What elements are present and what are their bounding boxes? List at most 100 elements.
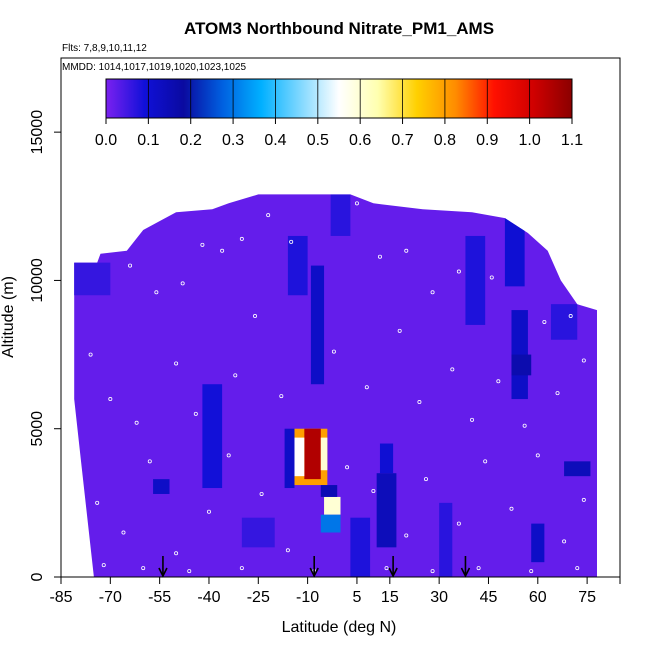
- sample-point: [180, 281, 185, 286]
- colorbar-tick-label: 0.0: [95, 132, 117, 149]
- sample-point: [377, 254, 382, 259]
- sample-point: [371, 488, 376, 493]
- arrow-marker: [460, 556, 471, 578]
- sample-point: [384, 566, 389, 571]
- x-tick-label: -25: [247, 589, 270, 606]
- y-axis: 0 5000 10000 15000: [29, 110, 61, 581]
- sample-point: [354, 201, 359, 206]
- sample-point: [542, 319, 547, 324]
- sample-point: [108, 397, 113, 402]
- x-axis-label: Latitude (deg N): [282, 619, 397, 636]
- sample-point: [101, 563, 106, 568]
- sample-point: [404, 248, 409, 253]
- arrow-head: [158, 567, 168, 578]
- sample-point: [519, 219, 524, 224]
- colorbar-tick-labels: 0.0 0.1 0.2 0.3 0.4 0.5 0.6 0.7 0.8 0.9 1.0 1.1: [95, 132, 583, 149]
- sample-point: [331, 349, 336, 354]
- sample-point: [581, 497, 586, 502]
- y-tick-label: 15000: [29, 110, 46, 155]
- x-tick-label: -70: [99, 589, 122, 606]
- arrow-marker: [388, 556, 398, 578]
- y-axis-label: Altitude (m): [0, 276, 17, 358]
- sample-point: [483, 459, 488, 464]
- heatmap-cell: [310, 265, 325, 385]
- sample-point: [581, 358, 586, 363]
- sample-point: [187, 569, 192, 574]
- sample-point: [88, 352, 93, 357]
- x-tick-label: 45: [480, 589, 498, 606]
- sample-point: [423, 477, 428, 482]
- colorbar-tick-label: 0.5: [307, 132, 329, 149]
- sample-point: [285, 548, 290, 553]
- sample-point: [562, 539, 567, 544]
- x-tick-label: -55: [148, 589, 171, 606]
- heatmap-cell: [241, 517, 275, 548]
- sample-point: [430, 290, 435, 295]
- x-tick-label: -40: [197, 589, 220, 606]
- chart-subtitle-dates: MMDD: 1014,1017,1019,1020,1023,1025: [62, 62, 246, 73]
- x-tick-label: 30: [430, 589, 448, 606]
- colorbar-tick-label: 0.4: [264, 132, 286, 149]
- heatmap-cell: [330, 194, 351, 236]
- colorbar-tick-label: 0.9: [476, 132, 498, 149]
- sample-point: [200, 242, 205, 247]
- x-tick-label: -85: [49, 589, 72, 606]
- sample-point: [141, 222, 146, 227]
- arrow-head: [388, 567, 398, 578]
- plot-frame: [60, 57, 621, 578]
- arrow-marker: [158, 556, 168, 578]
- chart-title: ATOM3 Northbound Nitrate_PM1_AMS: [184, 19, 494, 38]
- heatmap-cell: [153, 479, 170, 494]
- sample-point: [509, 506, 514, 511]
- x-axis: -85 -70 -55 -40 -25 -10 5 15 30 45 60 75: [49, 577, 621, 606]
- y-tick-label: 10000: [29, 258, 46, 303]
- sample-point: [529, 569, 534, 574]
- heatmap-cell: [320, 485, 338, 497]
- sample-point: [174, 361, 179, 366]
- colorbar-tick-label: 1.0: [519, 132, 541, 149]
- sample-point: [253, 314, 258, 319]
- y-tick-label: 5000: [29, 411, 46, 447]
- y-tick-label: 0: [29, 572, 46, 581]
- sample-point: [128, 263, 133, 268]
- sample-point: [279, 394, 284, 399]
- arrow-marker: [309, 556, 319, 578]
- sample-point: [259, 491, 264, 496]
- heatmap-cell: [465, 235, 486, 325]
- x-tick-label: -10: [296, 589, 319, 606]
- arrow-head: [460, 567, 471, 578]
- x-tick-label: 75: [578, 589, 596, 606]
- sample-point: [535, 453, 540, 458]
- heatmap-cell: [202, 384, 223, 489]
- sample-point: [239, 236, 244, 241]
- heatmap-cell: [320, 437, 328, 471]
- colorbar-tick-label: 0.1: [137, 132, 159, 149]
- sample-point: [575, 566, 580, 571]
- colorbar-tick-lines: [105, 79, 573, 124]
- sample-point: [266, 213, 271, 218]
- heatmap-cell: [511, 354, 532, 376]
- heatmap-cell: [439, 502, 453, 577]
- x-tick-label: 5: [352, 589, 361, 606]
- heatmap-cell: [320, 514, 341, 533]
- colorbar-tick-label: 1.1: [561, 132, 583, 149]
- heatmap-cell: [376, 473, 397, 548]
- sample-point: [522, 423, 527, 428]
- heatmap-cell: [504, 215, 525, 287]
- sample-points: [88, 201, 586, 574]
- sample-point: [95, 500, 100, 505]
- chart-subtitle-flights: Flts: 7,8,9,10,11,12: [62, 43, 147, 54]
- sample-point: [147, 459, 152, 464]
- sample-point: [404, 533, 409, 538]
- sample-point: [476, 566, 481, 571]
- heatmap-cell: [294, 437, 305, 477]
- heatmap-cell: [531, 523, 545, 563]
- colorbar-tick-label: 0.2: [180, 132, 202, 149]
- heatmap-cell: [350, 517, 371, 577]
- sample-point: [193, 411, 198, 416]
- colorbar-tick-label: 0.6: [349, 132, 371, 149]
- heatmap-cell: [284, 428, 295, 489]
- sample-point: [345, 465, 350, 470]
- sample-point: [289, 239, 294, 244]
